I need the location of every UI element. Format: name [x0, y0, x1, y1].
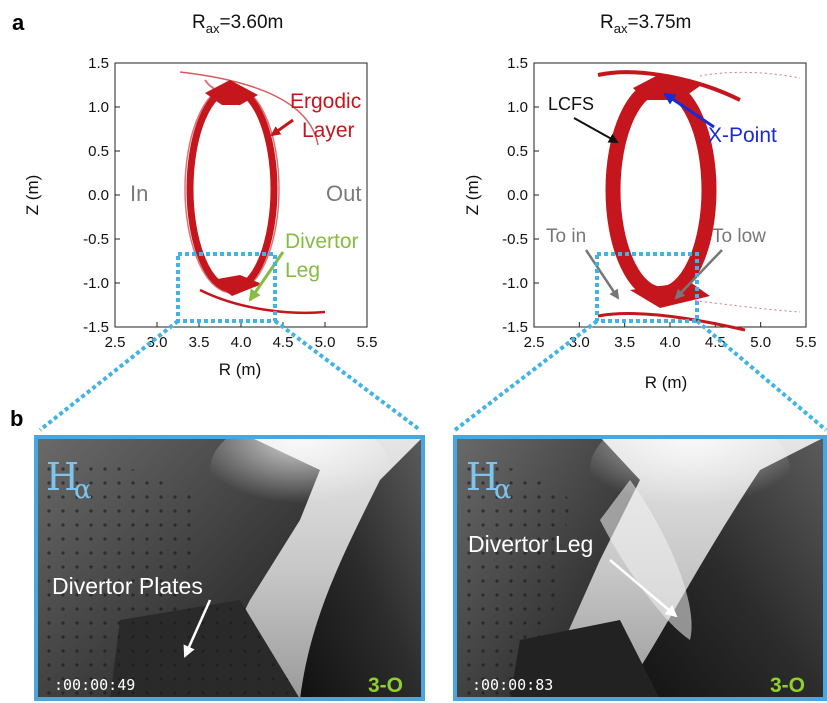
plot-left-title: Rax=3.60m — [192, 12, 283, 36]
photo-right-h: H — [466, 455, 499, 499]
arrow-divertor-plates — [183, 599, 212, 658]
plot-right-ticks: 2.5 3.0 3.5 4.0 4.5 5.0 5.51.51.00.50.0-0.5-1.… — [502, 55, 816, 351]
zoom-box-right — [595, 252, 699, 323]
y-tick-label: 0.0 — [507, 187, 528, 204]
photo-left-timecode: :00:00:49 — [54, 676, 135, 694]
zoom-line-left-b — [273, 319, 422, 432]
x-tick-label: 5.0 — [750, 334, 771, 351]
x-tick-label: 3.5 — [189, 334, 210, 351]
panel-letter-b: b — [10, 406, 23, 431]
y-tick-label: -1.0 — [83, 275, 109, 292]
panel-letter-a: a — [12, 10, 25, 35]
y-tick-label: 0.0 — [88, 187, 109, 204]
y-tick-label: -0.5 — [502, 231, 528, 248]
y-tick-label: 1.0 — [88, 99, 109, 116]
arrow-divertor-leg-photo — [609, 559, 678, 618]
plot-right: Rax=3.75m 2.5 3.0 3.5 4.0 4.5 5.0 5.51.51.00.5… — [463, 12, 816, 392]
photo-right: H α Divertor Leg :00:00:83 3-O — [453, 410, 827, 701]
arrow-ergodic — [270, 118, 294, 137]
arrow-lcfs — [573, 117, 619, 143]
zoom-box-left — [176, 252, 277, 323]
arrow-xpoint — [663, 92, 715, 129]
photo-left-label: Divertor Plates — [52, 573, 203, 599]
photo-right-label: Divertor Leg — [468, 531, 593, 557]
y-tick-label: -0.5 — [83, 231, 109, 248]
plot-left-plasma — [179, 71, 326, 315]
zoom-line-left-a — [38, 319, 180, 432]
y-tick-label: 1.5 — [88, 55, 109, 72]
label-ergodic-line1: Ergodic — [290, 90, 361, 113]
x-tick-label: 4.5 — [705, 334, 726, 351]
label-to-low: To low — [712, 226, 766, 247]
y-tick-label: 1.0 — [507, 99, 528, 116]
plot-right-plasma — [597, 70, 801, 332]
plot-left-ylabel: Z (m) — [23, 175, 42, 216]
photo-left-h: H — [46, 455, 79, 499]
label-in: In — [130, 181, 148, 206]
label-lcfs: LCFS — [548, 94, 594, 114]
y-tick-label: -1.5 — [83, 319, 109, 336]
plot-left: Rax=3.60m 2.5 3.0 3.5 4.0 4.5 5.0 5.5 1.5 1.0 0.5… — [23, 12, 377, 379]
zoom-line-right-b — [695, 319, 827, 432]
y-tick-label: -1.0 — [502, 275, 528, 292]
plot-right-xlabel: R (m) — [645, 373, 687, 392]
label-to-in: To in — [546, 226, 586, 247]
plot-left-ticks: 2.5 3.0 3.5 4.0 4.5 5.0 5.5 1.5 1.0 0.5 0.0 -0.5 -1.… — [83, 55, 377, 351]
y-tick-label: 1.5 — [507, 55, 528, 72]
x-tick-label: 3.5 — [614, 334, 635, 351]
label-divertor-line1: Divertor — [285, 230, 359, 253]
plot-right-title: Rax=3.75m — [600, 12, 691, 36]
photo-right-timecode: :00:00:83 — [472, 676, 553, 694]
x-tick-label: 2.5 — [524, 334, 545, 351]
y-tick-label: -1.5 — [502, 319, 528, 336]
y-tick-label: 0.5 — [507, 143, 528, 160]
arrow-divertor-leg — [248, 251, 285, 302]
zoom-line-right-a — [453, 319, 599, 432]
x-tick-label: 5.5 — [796, 334, 817, 351]
photo-left: H α Divertor Plates :00:00:49 3-O — [34, 415, 425, 701]
photo-right-frame — [453, 435, 827, 701]
photo-left-wall-right — [300, 437, 423, 699]
x-tick-label: 5.5 — [357, 334, 378, 351]
label-ergodic-line2: Layer — [302, 119, 355, 142]
arrow-to-in — [584, 249, 620, 300]
photo-left-camera: 3-O — [368, 674, 403, 697]
x-tick-label: 4.0 — [231, 334, 252, 351]
y-tick-label: 0.5 — [88, 143, 109, 160]
photo-right-alpha: α — [494, 475, 512, 505]
x-tick-label: 2.5 — [105, 334, 126, 351]
plot-right-ylabel: Z (m) — [463, 175, 482, 216]
label-divertor-line2: Leg — [285, 259, 320, 282]
label-out: Out — [326, 181, 361, 206]
label-xpoint: X-Point — [708, 124, 777, 147]
x-tick-label: 4.5 — [273, 334, 294, 351]
photo-left-frame — [34, 435, 425, 701]
photo-left-alpha: α — [74, 475, 92, 505]
photo-right-camera: 3-O — [770, 674, 805, 697]
plot-left-xlabel: R (m) — [219, 360, 261, 379]
x-tick-label: 5.0 — [315, 334, 336, 351]
x-tick-label: 4.0 — [660, 334, 681, 351]
x-tick-label: 3.0 — [147, 334, 168, 351]
